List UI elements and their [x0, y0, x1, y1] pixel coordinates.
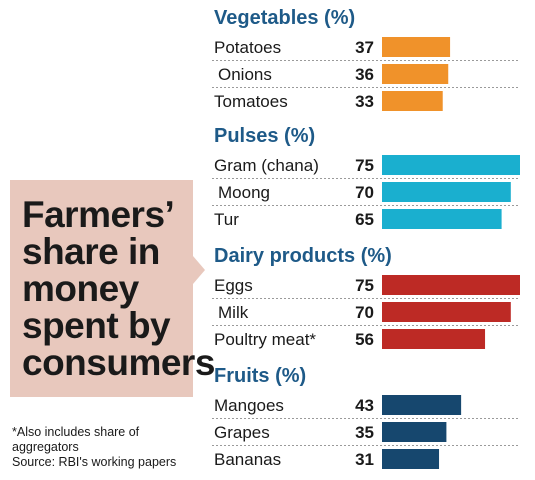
value-label: 37: [355, 38, 374, 57]
value-label: 35: [355, 423, 374, 442]
headline-line: share in: [22, 231, 160, 272]
value-label: 31: [355, 450, 374, 469]
value-label: 56: [355, 330, 374, 349]
group-title: Fruits (%): [214, 365, 306, 387]
bar: [382, 302, 511, 322]
bar: [382, 155, 520, 175]
bar: [382, 37, 451, 57]
group-title: Dairy products (%): [214, 245, 392, 267]
bar: [382, 395, 462, 415]
bar: [382, 329, 486, 349]
headline-line: money: [22, 268, 139, 309]
category-label: Grapes: [214, 423, 270, 442]
bar: [382, 422, 447, 442]
headline-line: spent by: [22, 305, 171, 346]
category-label: Tomatoes: [214, 92, 288, 111]
category-label: Onions: [218, 65, 272, 84]
category-label: Potatoes: [214, 38, 281, 57]
bar: [382, 449, 440, 469]
source-line: Source: RBI's working papers: [12, 455, 177, 469]
footnote-line: aggregators: [12, 440, 79, 454]
value-label: 36: [355, 65, 374, 84]
headline-panel: [10, 180, 193, 397]
category-label: Gram (chana): [214, 156, 319, 175]
headline: Farmers’ share in money spent by consume…: [22, 194, 215, 383]
group-title: Vegetables (%): [214, 7, 355, 29]
value-label: 43: [355, 396, 374, 415]
bar: [382, 182, 511, 202]
category-label: Bananas: [214, 450, 281, 469]
category-label: Moong: [218, 183, 270, 202]
footnote: *Also includes share of aggregators Sour…: [12, 425, 197, 470]
category-label: Mangoes: [214, 396, 284, 415]
category-label: Milk: [218, 303, 249, 322]
bar: [382, 275, 520, 295]
footnote-line: *Also includes share of: [12, 425, 140, 439]
value-label: 70: [355, 303, 374, 322]
headline-line: consumers: [22, 342, 215, 383]
group-title: Pulses (%): [214, 125, 315, 147]
category-label: Poultry meat*: [214, 330, 316, 349]
headline-line: Farmers’: [22, 194, 175, 235]
headline-panel-pointer: [193, 256, 205, 284]
value-label: 70: [355, 183, 374, 202]
value-label: 75: [355, 276, 374, 295]
value-label: 33: [355, 92, 374, 111]
value-label: 65: [355, 210, 374, 229]
category-label: Eggs: [214, 276, 253, 295]
bar: [382, 209, 502, 229]
bar: [382, 91, 443, 111]
category-label: Tur: [214, 210, 239, 229]
value-label: 75: [355, 156, 374, 175]
bar: [382, 64, 449, 84]
